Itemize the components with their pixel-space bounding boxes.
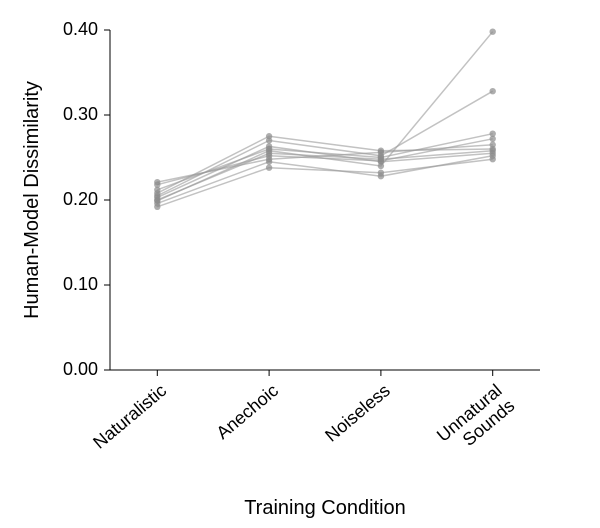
dissimilarity-chart: 0.000.100.200.300.40NaturalisticAnechoic… <box>0 0 600 528</box>
chart-background <box>0 0 600 528</box>
x-axis-title: Training Condition <box>244 497 406 519</box>
y-tick-label: 0.40 <box>63 19 98 39</box>
data-point <box>378 149 384 155</box>
y-tick-label: 0.00 <box>63 359 98 379</box>
y-tick-label: 0.10 <box>63 274 98 294</box>
data-point <box>378 173 384 179</box>
data-point <box>490 142 496 148</box>
data-point <box>266 156 272 162</box>
data-point <box>378 156 384 162</box>
y-axis-title: Human-Model Dissimilarity <box>21 81 43 319</box>
data-point <box>154 179 160 185</box>
data-point <box>490 136 496 142</box>
data-point <box>266 150 272 156</box>
y-tick-label: 0.20 <box>63 189 98 209</box>
data-point <box>266 165 272 171</box>
y-tick-label: 0.30 <box>63 104 98 124</box>
data-point <box>154 197 160 203</box>
data-point <box>490 29 496 35</box>
data-point <box>490 88 496 94</box>
data-point <box>490 148 496 154</box>
data-point <box>266 133 272 139</box>
